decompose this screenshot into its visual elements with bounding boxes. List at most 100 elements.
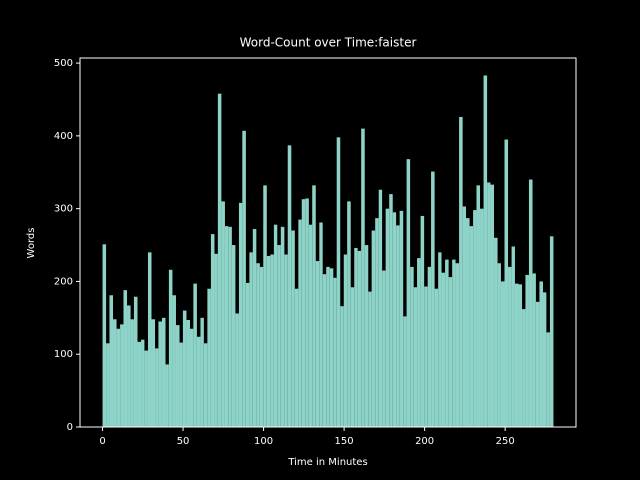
bar [273,224,278,427]
bar [462,206,467,427]
bar [214,253,218,427]
bar [399,210,404,427]
bar [343,254,348,427]
bar [469,226,474,427]
bar [147,252,152,427]
bar [403,316,407,427]
bar [525,274,529,427]
bar [291,230,295,427]
bar [452,259,456,427]
x-tick-label: 250 [496,436,515,447]
bar [210,234,215,427]
bar [466,218,470,427]
bar [144,350,148,427]
bar [322,274,327,427]
bar [438,252,442,427]
bar [455,263,460,427]
bar [336,137,341,427]
bar [326,266,330,427]
bar [522,309,526,427]
bar [158,321,162,427]
bar [120,324,124,427]
bar [476,185,481,427]
bar [518,284,523,427]
bar [500,281,505,427]
bar [172,295,176,427]
bar [539,281,543,427]
bar [497,263,501,427]
bar [445,259,449,427]
bar [382,270,386,427]
bar [511,246,515,427]
bar [448,277,453,427]
bar [123,290,128,427]
bar [528,179,533,427]
bar [347,201,351,427]
bar [392,212,397,427]
bar [333,277,337,427]
bar [235,313,239,427]
bar [483,75,488,427]
x-tick-label: 100 [254,436,273,447]
bar [487,182,491,427]
bar [305,198,309,427]
bar [378,189,383,427]
x-tick-label: 150 [335,436,354,447]
bar [294,288,299,427]
bar [424,286,428,427]
bar [256,263,260,427]
bar [504,139,509,428]
bar [532,273,536,427]
bar [315,261,320,427]
y-tick-label: 100 [54,349,73,360]
bar [252,229,257,427]
bar [207,288,211,427]
bar [133,296,138,427]
bar [200,317,204,427]
bar [298,219,302,427]
bar [221,201,225,427]
bar [329,268,334,427]
bar [434,288,439,427]
bar [375,218,379,427]
bar [137,341,142,427]
y-tick-label: 400 [54,131,73,142]
y-tick-label: 300 [54,204,73,215]
bar [263,185,267,427]
bar [231,245,236,427]
x-axis-label: Time in Minutes [287,457,367,468]
bar [427,266,432,427]
bar [312,185,316,427]
bar [182,310,187,427]
bar [546,332,550,427]
bar [357,250,362,427]
x-tick-label: 200 [415,436,434,447]
bar [130,319,134,427]
bar [389,194,393,427]
bar [228,226,232,427]
bar [431,171,435,427]
bar [238,202,243,427]
bar [109,295,114,427]
bar [193,283,197,427]
bar [116,328,121,427]
bar [542,292,547,427]
bar [385,208,390,427]
bar [319,222,323,427]
bar [113,319,117,427]
bar [179,342,183,427]
bar [224,226,229,427]
bar [371,230,376,427]
bar [364,245,369,427]
bar [189,328,194,427]
bar [459,116,463,427]
bar [196,336,201,427]
bar [490,184,495,427]
bar [217,93,222,427]
bar [175,325,180,427]
bar [508,266,512,427]
bar [186,320,190,427]
bar [413,287,418,427]
bar [249,252,253,427]
bar [127,305,131,427]
